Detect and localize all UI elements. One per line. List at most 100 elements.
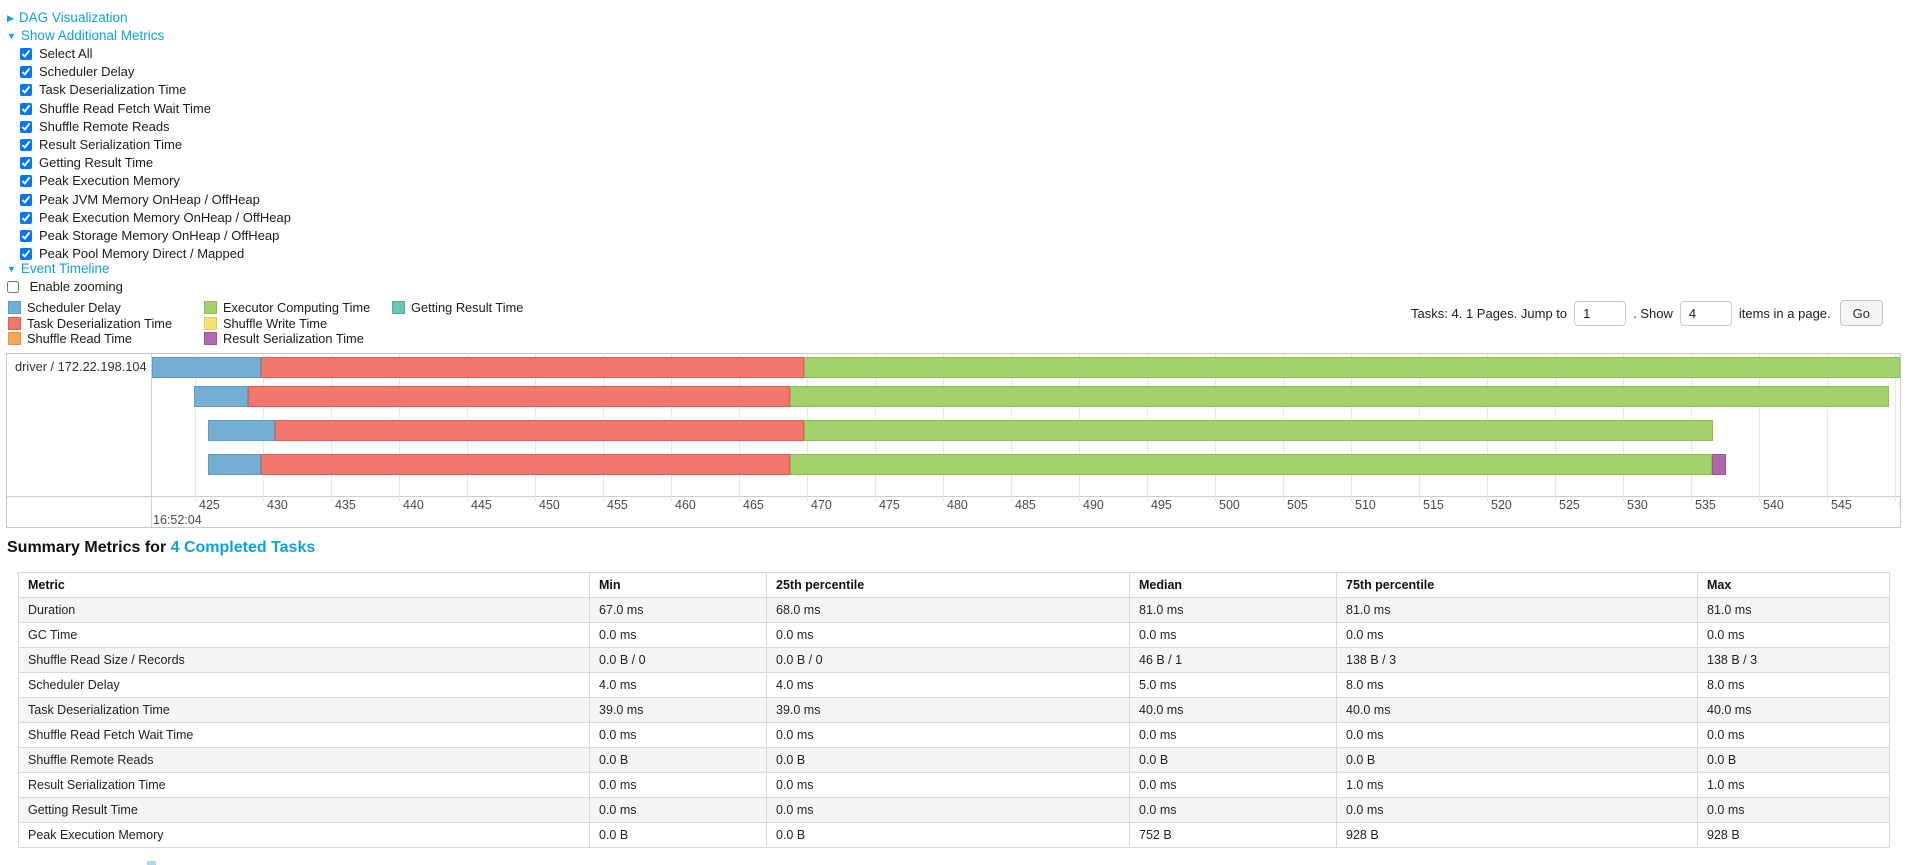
metric-checkbox-item[interactable]: Shuffle Remote Reads (20, 119, 291, 137)
metric-checkbox[interactable] (20, 157, 32, 170)
metric-checkbox-item[interactable]: Peak Execution Memory (20, 173, 291, 191)
metric-value-cell: 1.0 ms (1697, 772, 1890, 798)
legend-item-label: Result Serialization Time (223, 330, 364, 346)
event-timeline-toggle[interactable]: ▼ Event Timeline (7, 261, 109, 276)
timeline-bar-segment-executor_computing_time[interactable] (804, 357, 1900, 378)
metric-checkbox-item[interactable]: Scheduler Delay (20, 64, 291, 82)
metric-checkbox-item[interactable]: Peak JVM Memory OnHeap / OffHeap (20, 192, 291, 210)
metric-checkbox-item[interactable]: Result Serialization Time (20, 137, 291, 155)
metric-checkbox[interactable] (20, 102, 32, 115)
metric-checkbox[interactable] (20, 211, 32, 224)
show-additional-metrics-label: Show Additional Metrics (20, 28, 165, 43)
timeline-bar-segment-executor_computing_time[interactable] (790, 386, 1889, 407)
timeline-bar-segment-scheduler_delay[interactable] (152, 357, 261, 378)
jump-to-page-input[interactable] (1574, 300, 1627, 326)
summary-metrics-table: Metric Min 25th percentile Median 75th perce… (18, 572, 1890, 848)
metric-value-cell: 0.0 B (1336, 747, 1698, 773)
axis-tick-label: 510 (1355, 498, 1376, 512)
metric-checkbox[interactable] (20, 66, 32, 79)
axis-tick-label: 540 (1763, 498, 1784, 512)
metric-value-cell: 81.0 ms (1336, 597, 1698, 623)
legend-item: Shuffle Read Time (8, 331, 204, 346)
metric-checkbox[interactable] (20, 48, 32, 60)
additional-metrics-list: Select All Scheduler Delay Task Deserializ… (20, 46, 291, 264)
collapsed-arrow-icon: ▶ (7, 13, 14, 23)
metric-checkbox[interactable] (20, 84, 32, 97)
metric-checkbox-label: Getting Result Time (39, 155, 154, 171)
axis-tick-label: 430 (267, 498, 288, 512)
table-row: Shuffle Remote Reads 0.0 B 0.0 B 0.0 B 0.0 B… (18, 747, 1890, 773)
metric-value-cell: 138 B / 3 (1336, 647, 1698, 673)
dag-visualization-label: DAG Visualization (18, 10, 128, 25)
timeline-bar-segment-executor_computing_time[interactable] (804, 420, 1713, 441)
metric-value-cell: 81.0 ms (1129, 597, 1337, 623)
metric-checkbox-label: Peak Execution Memory (39, 173, 180, 189)
legend-item: Shuffle Write Time (204, 315, 392, 331)
metric-value-cell: 5.0 ms (1129, 672, 1337, 698)
timeline-bar-segment-task_deserialization_time[interactable] (275, 420, 804, 441)
axis-tick-label: 525 (1559, 498, 1580, 512)
legend-item-label: Shuffle Read Time (27, 330, 133, 346)
legend-item: Scheduler Delay (8, 300, 204, 315)
legend-item: Task Deserialization Time (8, 315, 204, 331)
axis-tick-label: 490 (1083, 498, 1104, 512)
metric-name-cell: Task Deserialization Time (18, 697, 590, 723)
axis-tick-label: 520 (1491, 498, 1512, 512)
enable-zooming-row: Enable zooming (7, 279, 123, 294)
metric-name-cell: Scheduler Delay (18, 672, 590, 698)
enable-zooming-checkbox[interactable] (7, 281, 19, 293)
metric-checkbox[interactable] (20, 193, 32, 206)
metric-checkbox-item[interactable]: Select All (20, 46, 291, 64)
metric-checkbox-label: Shuffle Remote Reads (39, 118, 170, 134)
completed-tasks-link[interactable]: 4 Completed Tasks (170, 539, 316, 556)
axis-tick-label: 435 (335, 498, 356, 512)
next-section-peek (147, 861, 156, 865)
dag-visualization-toggle[interactable]: ▶ DAG Visualization (7, 10, 127, 25)
metric-checkbox-label: Peak Execution Memory OnHeap / OffHeap (39, 209, 291, 225)
metric-value-cell: 0.0 ms (589, 772, 767, 798)
timeline-bar-segment-scheduler_delay[interactable] (208, 454, 261, 475)
metric-value-cell: 68.0 ms (766, 597, 1130, 623)
summary-heading-text: Summary Metrics for (7, 539, 171, 556)
expanded-arrow-icon: ▼ (7, 31, 16, 41)
go-button[interactable]: Go (1839, 300, 1883, 326)
timeline-bar-segment-task_deserialization_time[interactable] (261, 454, 790, 475)
timeline-bar-segment-task_deserialization_time[interactable] (261, 357, 804, 378)
timeline-bar-segment-scheduler_delay[interactable] (208, 420, 275, 441)
metric-name-cell: Shuffle Read Fetch Wait Time (18, 722, 590, 748)
metric-checkbox[interactable] (20, 175, 32, 188)
event-timeline-chart: driver / 172.22.198.104 16:52:04 425 430 4… (6, 353, 1901, 528)
table-header-row: Metric Min 25th percentile Median 75th perce… (18, 572, 1890, 598)
metric-checkbox[interactable] (20, 120, 32, 133)
table-row: Scheduler Delay 4.0 ms 4.0 ms 5.0 ms 8.0 ms 8… (18, 672, 1890, 698)
metric-value-cell: 0.0 ms (1697, 797, 1890, 823)
axis-gridline (1895, 354, 1896, 502)
timeline-bar-segment-task_deserialization_time[interactable] (248, 386, 790, 407)
metric-checkbox[interactable] (20, 138, 32, 151)
metric-checkbox[interactable] (20, 248, 32, 261)
legend-column-3: Getting Result Time (392, 300, 582, 315)
getting_result_time-legend-swatch (392, 301, 405, 315)
metric-checkbox-item[interactable]: Task Deserialization Time (20, 82, 291, 100)
metric-checkbox-item[interactable]: Peak Storage Memory OnHeap / OffHeap (20, 228, 291, 246)
metric-value-cell: 0.0 ms (1129, 772, 1337, 798)
metric-checkbox-item[interactable]: Shuffle Read Fetch Wait Time (20, 101, 291, 119)
metric-checkbox-item[interactable]: Peak Execution Memory OnHeap / OffHeap (20, 210, 291, 228)
items-per-page-input[interactable] (1679, 300, 1732, 326)
table-row: Task Deserialization Time 39.0 ms 39.0 ms 4… (18, 697, 1890, 723)
legend-item-label: Getting Result Time (411, 300, 524, 316)
metric-checkbox-item[interactable]: Peak Pool Memory Direct / Mapped (20, 246, 291, 264)
metric-checkbox[interactable] (20, 229, 32, 242)
axis-tick-label: 530 (1627, 498, 1648, 512)
metric-value-cell: 39.0 ms (589, 697, 767, 723)
timeline-bar-segment-result_serialization_time[interactable] (1711, 454, 1726, 475)
column-header: Min (589, 572, 767, 598)
summary-metrics-heading: Summary Metrics for 4 Completed Tasks (7, 539, 315, 557)
show-additional-metrics-toggle[interactable]: ▼ Show Additional Metrics (7, 28, 164, 43)
metric-checkbox-item[interactable]: Getting Result Time (20, 155, 291, 173)
timeline-bar-segment-executor_computing_time[interactable] (790, 454, 1712, 475)
axis-gridline (1759, 354, 1760, 502)
timeline-bar-segment-scheduler_delay[interactable] (194, 386, 248, 407)
metric-name-cell: Shuffle Remote Reads (18, 747, 590, 773)
table-row: Getting Result Time 0.0 ms 0.0 ms 0.0 ms 0.0… (18, 797, 1890, 823)
